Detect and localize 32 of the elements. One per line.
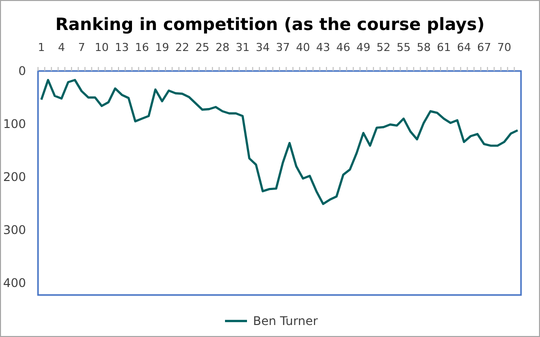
x-tick-label: 40 <box>296 41 310 54</box>
x-tick-label: 4 <box>58 41 65 54</box>
y-tick-label: 400 <box>3 276 26 290</box>
x-tick-label: 22 <box>175 41 190 54</box>
x-tick-label: 16 <box>134 41 149 54</box>
x-tick-label: 67 <box>477 41 492 54</box>
x-tick-label: 70 <box>497 41 512 54</box>
x-tick-label: 19 <box>155 41 170 54</box>
x-tick-label: 28 <box>215 41 230 54</box>
x-tick-label: 31 <box>236 41 250 54</box>
x-tick-label: 46 <box>336 41 350 54</box>
x-tick-label: 37 <box>276 41 290 54</box>
x-tick-label: 55 <box>396 41 411 54</box>
y-tick-label: 100 <box>3 116 26 131</box>
x-tick-label: 64 <box>456 41 471 54</box>
x-tick-label: 58 <box>416 41 431 54</box>
x-tick-label: 52 <box>376 41 390 54</box>
x-tick-label: 34 <box>256 41 270 54</box>
x-tick-label: 10 <box>94 41 109 54</box>
y-tick-label: 300 <box>3 222 26 237</box>
chart-title: Ranking in competition (as the course plays) <box>55 15 485 35</box>
y-tick-label: 0 <box>18 64 26 78</box>
x-tick-label: 7 <box>78 41 86 54</box>
legend-label: Ben Turner <box>253 314 318 328</box>
x-tick-label: 25 <box>195 41 210 54</box>
x-tick-label: 1 <box>38 41 45 54</box>
y-tick-label: 200 <box>3 170 26 184</box>
line-series <box>40 78 519 206</box>
x-tick-label: 49 <box>356 41 370 54</box>
x-tick-label: 13 <box>114 41 129 54</box>
x-tick-label: 43 <box>316 41 330 54</box>
x-tick-label: 61 <box>436 41 451 54</box>
